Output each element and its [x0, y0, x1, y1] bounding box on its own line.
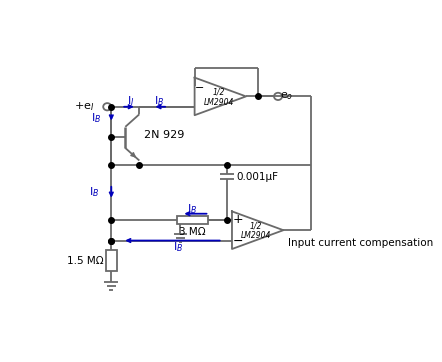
Text: I$_I$: I$_I$ — [127, 94, 134, 108]
Text: I$_B$: I$_B$ — [153, 94, 164, 108]
Text: Input current compensation: Input current compensation — [288, 238, 433, 248]
Text: $-$: $-$ — [232, 234, 243, 247]
Bar — [106, 250, 117, 271]
Text: 3 MΩ: 3 MΩ — [179, 227, 206, 236]
Text: 1/2
LM2904: 1/2 LM2904 — [204, 87, 234, 107]
Bar — [177, 216, 208, 224]
Text: e$_o$: e$_o$ — [280, 90, 293, 102]
Text: I$_B$: I$_B$ — [187, 202, 198, 216]
Text: I$_B$: I$_B$ — [173, 241, 183, 254]
Text: I$_B$: I$_B$ — [91, 111, 101, 125]
Text: +e$_I$: +e$_I$ — [74, 100, 94, 113]
Text: 2N 929: 2N 929 — [144, 130, 184, 140]
Text: $+$: $+$ — [232, 213, 243, 226]
Text: 0.001μF: 0.001μF — [236, 172, 278, 182]
Text: 1/2
LM2904: 1/2 LM2904 — [241, 221, 271, 240]
Text: 1.5 MΩ: 1.5 MΩ — [67, 256, 103, 266]
Text: I$_B$: I$_B$ — [89, 185, 99, 199]
Text: $-$: $-$ — [194, 81, 204, 91]
